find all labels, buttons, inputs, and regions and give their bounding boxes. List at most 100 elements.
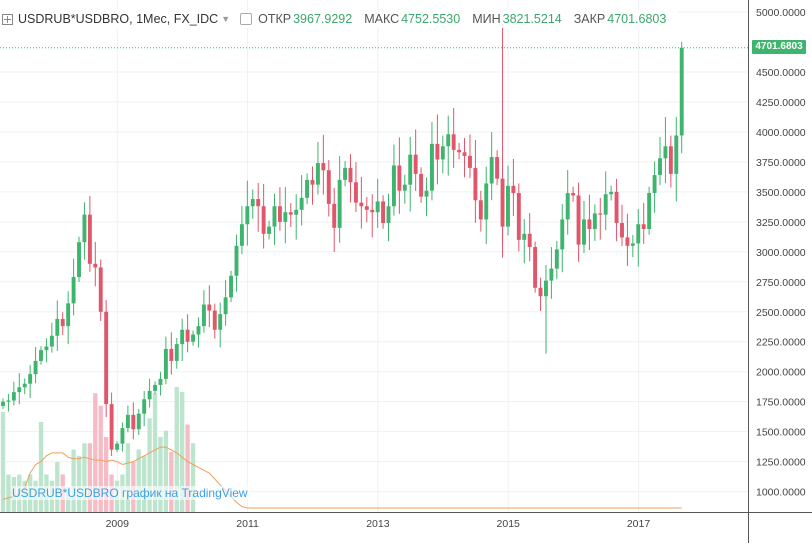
candle-body — [429, 143, 434, 191]
candle-body — [120, 428, 125, 444]
candle-body — [375, 201, 380, 213]
volume-bar — [76, 455, 82, 512]
candle-body — [647, 193, 652, 230]
candle-body — [6, 400, 11, 402]
candle-body — [299, 197, 304, 210]
y-tick-label: 4250.0000 — [756, 97, 806, 109]
close-label: ЗАКР — [573, 12, 606, 26]
candle-body — [630, 243, 635, 246]
volume-bar — [0, 412, 6, 512]
candle-body — [592, 213, 597, 230]
candle-body — [39, 350, 43, 361]
candle-body — [370, 209, 375, 213]
candle-body — [104, 311, 109, 405]
candle-body — [218, 314, 223, 330]
candle-body — [408, 154, 413, 185]
candle-body — [1, 401, 5, 406]
candle-body — [294, 209, 299, 215]
tradingview-watermark[interactable]: USDRUB*USDBRO график на TradingView — [12, 486, 248, 500]
volume-bar — [125, 443, 131, 512]
candle-body — [636, 224, 641, 244]
candle-body — [158, 378, 163, 385]
candle-body — [332, 203, 337, 228]
candle-body — [174, 344, 179, 361]
candle-body — [348, 167, 353, 183]
candle-body — [191, 334, 195, 342]
volume-bar — [136, 449, 141, 512]
candle-body — [560, 219, 565, 250]
candle-body — [272, 206, 277, 227]
candle-body — [131, 414, 136, 430]
candle-body — [516, 193, 521, 240]
candle-body — [489, 157, 494, 184]
symbol-title[interactable]: USDRUB*USDBRO, 1Мес, FX_IDC — [18, 12, 219, 26]
candle-body — [125, 414, 130, 429]
candle-body — [381, 201, 386, 224]
candle-body — [212, 310, 217, 330]
candle-body — [337, 179, 342, 228]
candle-body — [196, 326, 201, 335]
candle-body — [229, 275, 234, 298]
y-tick-label: 1000.0000 — [756, 487, 806, 499]
candle-body — [565, 193, 570, 220]
candle-body — [147, 390, 152, 400]
candle-body — [109, 404, 114, 450]
candle-body — [353, 182, 358, 203]
y-tick-label: 1750.0000 — [756, 397, 806, 409]
candle-body — [60, 318, 65, 327]
y-tick-label: 4000.0000 — [756, 127, 806, 139]
chevron-down-icon[interactable]: ▼ — [221, 14, 231, 24]
candle-body — [468, 155, 472, 168]
y-tick-label: 2000.0000 — [756, 367, 806, 379]
y-tick-label: 2500.0000 — [756, 307, 806, 319]
volume-bar — [152, 393, 158, 512]
candle-body — [576, 195, 581, 245]
candle-body — [288, 212, 293, 215]
candle-body — [49, 335, 54, 347]
candle-body — [343, 167, 348, 180]
candle-body — [457, 149, 462, 153]
candle-body — [93, 263, 98, 268]
candle-body — [538, 287, 543, 297]
volume-moving-average — [2, 446, 682, 509]
x-axis-ticks: 2009 2011 2013 2015 2017 — [106, 518, 651, 530]
volume-bar — [169, 452, 174, 512]
candle-body — [554, 249, 559, 269]
volume-bar — [174, 387, 179, 512]
close-value: 4701.6803 — [607, 12, 667, 26]
volume-bar — [163, 430, 169, 512]
volume-bar — [6, 474, 11, 512]
candle-body — [315, 163, 320, 185]
volume-bar — [103, 437, 109, 512]
chart-header: USDRUB*USDBRO, 1Мес, FX_IDC ▼ ОТКР 3967.… — [2, 10, 679, 28]
candle-body — [620, 223, 624, 238]
candle-body — [451, 134, 456, 150]
x-tick-label: 2009 — [106, 518, 130, 530]
candle-body — [28, 374, 33, 384]
candle-body — [527, 233, 532, 248]
candle-body — [658, 158, 662, 176]
candle-body — [185, 329, 190, 342]
candle-body — [419, 173, 424, 197]
candle-body — [587, 219, 592, 230]
candle-body — [234, 245, 239, 276]
y-tick-label: 5000.0000 — [756, 7, 806, 19]
candle-body — [310, 179, 315, 185]
candle-body — [614, 191, 619, 224]
y-tick-label: 3500.0000 — [756, 187, 806, 199]
candle-body — [223, 297, 228, 315]
candle-body — [17, 387, 22, 393]
candle-body — [142, 399, 147, 414]
volume-bar — [190, 443, 196, 512]
candle-body — [44, 346, 49, 351]
candle-body — [321, 163, 326, 171]
open-value: 3967.9292 — [293, 12, 353, 26]
candle-body — [33, 360, 38, 375]
expand-icon[interactable] — [2, 13, 13, 25]
eye-icon[interactable] — [240, 13, 253, 25]
candle-body — [22, 383, 27, 388]
volume-bar — [87, 443, 93, 512]
candle-body — [397, 165, 402, 191]
